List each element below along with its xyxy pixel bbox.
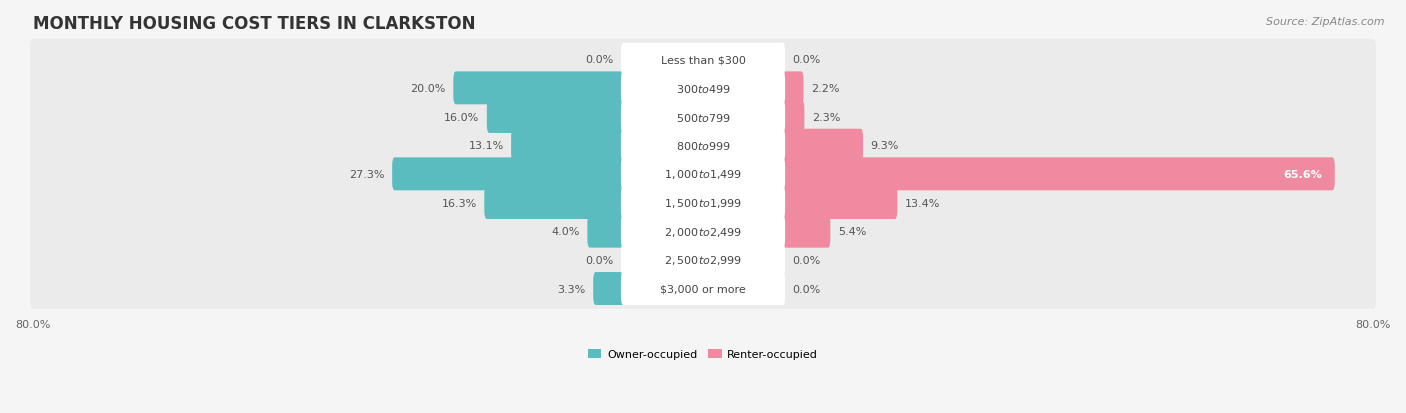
Text: 0.0%: 0.0%: [793, 255, 821, 265]
FancyBboxPatch shape: [486, 101, 626, 134]
Text: $1,000 to $1,499: $1,000 to $1,499: [664, 168, 742, 181]
Text: 27.3%: 27.3%: [349, 169, 385, 179]
Text: 4.0%: 4.0%: [551, 227, 579, 237]
Text: 0.0%: 0.0%: [585, 255, 613, 265]
FancyBboxPatch shape: [30, 240, 1376, 280]
FancyBboxPatch shape: [484, 187, 626, 219]
FancyBboxPatch shape: [621, 44, 785, 76]
Text: 0.0%: 0.0%: [793, 284, 821, 294]
Text: 0.0%: 0.0%: [793, 55, 821, 65]
FancyBboxPatch shape: [621, 215, 785, 248]
FancyBboxPatch shape: [621, 101, 785, 134]
FancyBboxPatch shape: [30, 154, 1376, 195]
FancyBboxPatch shape: [593, 273, 626, 305]
Legend: Owner-occupied, Renter-occupied: Owner-occupied, Renter-occupied: [585, 345, 821, 363]
Text: $800 to $999: $800 to $999: [675, 140, 731, 152]
FancyBboxPatch shape: [621, 273, 785, 305]
FancyBboxPatch shape: [30, 68, 1376, 109]
FancyBboxPatch shape: [621, 187, 785, 219]
Text: Less than $300: Less than $300: [661, 55, 745, 65]
FancyBboxPatch shape: [453, 72, 626, 105]
Text: 9.3%: 9.3%: [870, 141, 898, 151]
Text: 3.3%: 3.3%: [557, 284, 586, 294]
Text: 5.4%: 5.4%: [838, 227, 866, 237]
FancyBboxPatch shape: [588, 215, 626, 248]
FancyBboxPatch shape: [30, 126, 1376, 166]
Text: $1,500 to $1,999: $1,500 to $1,999: [664, 197, 742, 209]
FancyBboxPatch shape: [30, 40, 1376, 81]
Text: $500 to $799: $500 to $799: [675, 111, 731, 123]
FancyBboxPatch shape: [392, 158, 626, 191]
FancyBboxPatch shape: [30, 211, 1376, 252]
Text: Source: ZipAtlas.com: Source: ZipAtlas.com: [1267, 17, 1385, 26]
FancyBboxPatch shape: [780, 158, 1334, 191]
FancyBboxPatch shape: [621, 129, 785, 162]
Text: 0.0%: 0.0%: [585, 55, 613, 65]
FancyBboxPatch shape: [780, 101, 804, 134]
FancyBboxPatch shape: [621, 72, 785, 105]
Text: 2.2%: 2.2%: [811, 84, 839, 94]
Text: 13.4%: 13.4%: [905, 198, 941, 208]
FancyBboxPatch shape: [30, 97, 1376, 138]
Text: 65.6%: 65.6%: [1284, 169, 1322, 179]
FancyBboxPatch shape: [780, 187, 897, 219]
Text: 16.0%: 16.0%: [444, 112, 479, 122]
FancyBboxPatch shape: [30, 268, 1376, 309]
Text: 2.3%: 2.3%: [811, 112, 841, 122]
FancyBboxPatch shape: [780, 129, 863, 162]
Text: 16.3%: 16.3%: [441, 198, 477, 208]
Text: 13.1%: 13.1%: [468, 141, 503, 151]
Text: $2,000 to $2,499: $2,000 to $2,499: [664, 225, 742, 238]
FancyBboxPatch shape: [512, 129, 626, 162]
Text: $2,500 to $2,999: $2,500 to $2,999: [664, 254, 742, 267]
Text: $300 to $499: $300 to $499: [675, 83, 731, 95]
Text: MONTHLY HOUSING COST TIERS IN CLARKSTON: MONTHLY HOUSING COST TIERS IN CLARKSTON: [32, 15, 475, 33]
FancyBboxPatch shape: [30, 183, 1376, 223]
FancyBboxPatch shape: [621, 244, 785, 277]
FancyBboxPatch shape: [780, 215, 831, 248]
FancyBboxPatch shape: [780, 72, 804, 105]
Text: 20.0%: 20.0%: [411, 84, 446, 94]
Text: $3,000 or more: $3,000 or more: [661, 284, 745, 294]
FancyBboxPatch shape: [621, 158, 785, 191]
